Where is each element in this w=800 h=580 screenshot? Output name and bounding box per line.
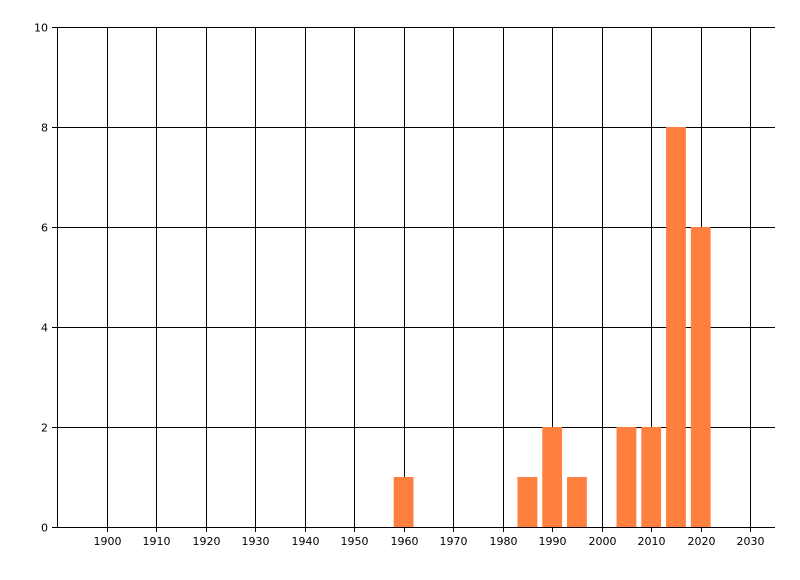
x-tick-label: 2010 — [638, 535, 666, 548]
x-tick-label: 1930 — [242, 535, 270, 548]
y-tick-label: 0 — [41, 522, 48, 535]
y-tick-label: 10 — [34, 22, 48, 35]
x-tick-label: 1970 — [440, 535, 468, 548]
x-tick-label: 2020 — [688, 535, 716, 548]
bar — [666, 127, 686, 527]
bar — [393, 477, 414, 527]
bar — [616, 427, 637, 527]
bar — [517, 477, 538, 527]
x-tick-label: 1940 — [292, 535, 320, 548]
x-tick-label: 1900 — [94, 535, 122, 548]
y-tick-label: 6 — [41, 222, 48, 235]
bar — [567, 477, 587, 527]
x-tick-label: 1950 — [341, 535, 369, 548]
bar — [690, 227, 711, 527]
x-tick-label: 1960 — [391, 535, 419, 548]
x-tick-label: 2030 — [737, 535, 765, 548]
x-tick-label: 1990 — [539, 535, 567, 548]
x-tick-label: 1980 — [490, 535, 518, 548]
y-tick-label: 2 — [41, 422, 48, 435]
bar — [542, 427, 563, 527]
x-tick-label: 1920 — [193, 535, 221, 548]
y-tick-label: 4 — [41, 322, 48, 335]
x-tick-label: 1910 — [143, 535, 171, 548]
bar — [641, 427, 662, 527]
x-tick-label: 2000 — [589, 535, 617, 548]
y-tick-label: 8 — [41, 122, 48, 135]
